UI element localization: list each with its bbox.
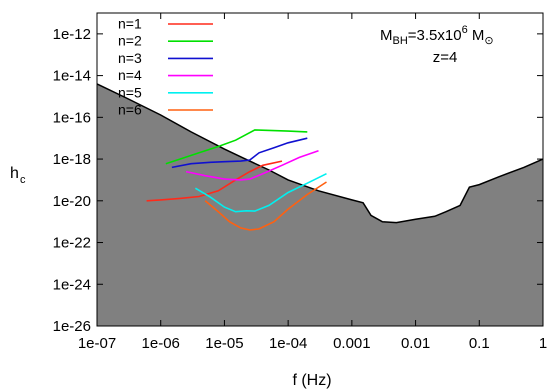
annotation-redshift: z=4 xyxy=(433,49,458,66)
annotation-mass-subscript: BH xyxy=(393,35,408,47)
y-tick-label: 1e-16 xyxy=(53,109,91,126)
y-axis-label-subscript: c xyxy=(20,174,26,186)
sensitivity-curve xyxy=(96,83,544,224)
x-tick-label: 1e-06 xyxy=(142,335,180,352)
y-tick-label: 1e-24 xyxy=(53,276,91,293)
annotation-mass-value: =3.5x10 xyxy=(408,27,462,44)
y-tick-label: 1e-18 xyxy=(53,151,91,168)
x-tick-label: 1 xyxy=(539,335,547,352)
series-line-5 xyxy=(194,172,327,213)
x-tick-label: 1e-04 xyxy=(269,335,307,352)
x-tick-label: 1e-05 xyxy=(205,335,243,352)
x-axis: 1e-07 1e-06 1e-05 1e-04 0.001 0.01 0.1 1 xyxy=(78,13,547,352)
y-tick-label: 1e-26 xyxy=(53,318,91,335)
sensitivity-region-layer xyxy=(96,83,544,327)
annotation-mass-symbol: M xyxy=(380,27,393,44)
series-layer xyxy=(146,129,327,231)
series-line-1 xyxy=(146,160,283,202)
series-line-4 xyxy=(185,150,319,181)
y-tick-label: 1e-20 xyxy=(53,193,91,210)
legend-label: n=3 xyxy=(118,50,142,66)
y-axis: 1e-12 1e-14 1e-16 1e-18 1e-20 1e-22 1e-24 1e-26 xyxy=(53,26,543,335)
y-tick-label: 1e-22 xyxy=(53,235,91,252)
series-line-3 xyxy=(171,137,308,169)
x-tick-label: 1e-07 xyxy=(78,335,116,352)
annotation-sun-symbol: ⊙ xyxy=(484,35,493,47)
x-tick-label: 0.01 xyxy=(401,335,430,352)
sensitivity-region xyxy=(97,83,543,327)
annotation: MBH=3.5x106 M⊙ z=4 xyxy=(380,24,494,66)
y-axis-label: h xyxy=(10,165,19,182)
svg-text:MBH=3.5x106 M⊙: MBH=3.5x106 M⊙ xyxy=(380,24,494,47)
legend-label: n=5 xyxy=(118,84,142,100)
y-tick-label: 1e-14 xyxy=(53,68,91,85)
x-tick-label: 0.1 xyxy=(469,335,490,352)
annotation-mass-unit: M xyxy=(468,27,485,44)
x-tick-label: 0.001 xyxy=(333,335,371,352)
legend: n=1n=2n=3n=4n=5 n=6 xyxy=(118,16,213,118)
legend-label: n=1 xyxy=(118,16,142,32)
series-line-2 xyxy=(165,129,308,165)
y-tick-label: 1e-12 xyxy=(53,26,91,43)
x-axis-label: f (Hz) xyxy=(292,372,331,389)
legend-label: n=4 xyxy=(118,67,142,83)
series-line-6 xyxy=(204,181,327,231)
legend-label: n=2 xyxy=(118,33,142,49)
annotation-mass-exponent: 6 xyxy=(462,24,468,36)
legend-label: n=6 xyxy=(118,102,142,118)
plot-frame xyxy=(96,12,544,327)
